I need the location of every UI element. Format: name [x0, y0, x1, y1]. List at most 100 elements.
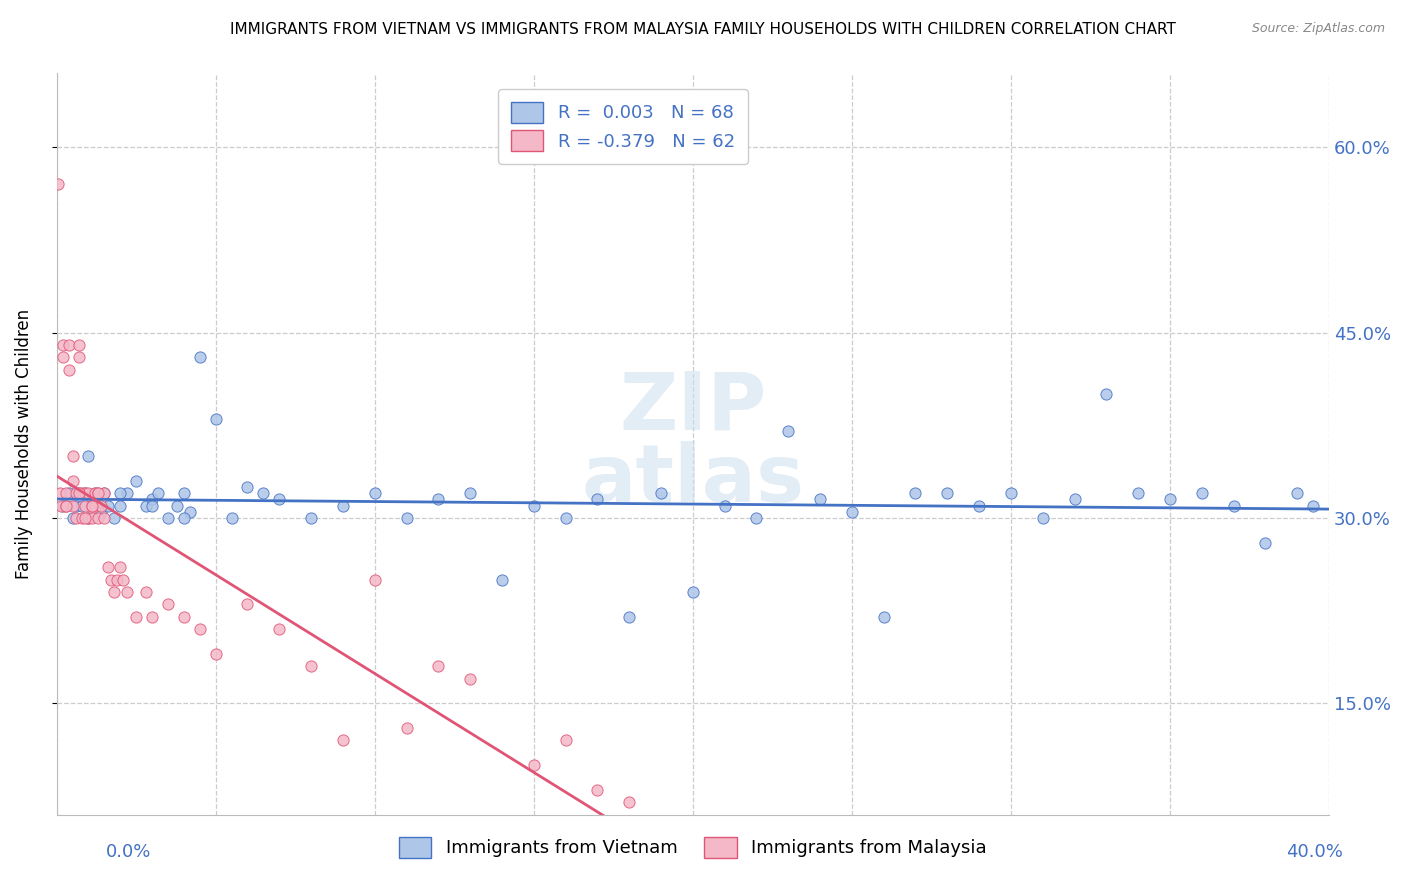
Point [70, 486, 93, 500]
Point [62, 499, 84, 513]
Point [141, 492, 163, 507]
Point [65, 499, 87, 513]
Point [236, 598, 259, 612]
Point [221, 511, 243, 525]
Point [96, 560, 118, 574]
Text: Source: ZipAtlas.com: Source: ZipAtlas.com [1251, 22, 1385, 36]
Point [650, 486, 672, 500]
Point [188, 351, 211, 365]
Point [90, 499, 112, 513]
Point [52, 351, 75, 365]
Point [67, 486, 90, 500]
Point [103, 511, 125, 525]
Point [55, 499, 77, 513]
Point [1159, 492, 1181, 507]
Y-axis label: Family Households with Children: Family Households with Children [15, 309, 32, 579]
Point [67, 351, 90, 365]
Point [1286, 486, 1309, 500]
Point [967, 499, 990, 513]
Point [1126, 486, 1149, 500]
Point [586, 492, 609, 507]
Point [52, 499, 75, 513]
Point [778, 425, 800, 439]
Point [156, 511, 179, 525]
Point [110, 560, 132, 574]
Point [427, 492, 450, 507]
Point [125, 474, 148, 488]
Point [87, 486, 110, 500]
Point [105, 573, 128, 587]
Point [75, 486, 97, 500]
Point [619, 795, 641, 809]
Point [364, 573, 387, 587]
Point [458, 486, 481, 500]
Point [141, 499, 163, 513]
Point [156, 598, 179, 612]
Point [269, 492, 291, 507]
Point [1302, 499, 1324, 513]
Point [67, 486, 90, 500]
Point [173, 609, 195, 624]
Point [299, 659, 322, 673]
Point [269, 622, 291, 636]
Point [80, 511, 103, 525]
Point [135, 499, 157, 513]
Point [80, 499, 103, 513]
Point [58, 486, 80, 500]
Point [75, 486, 97, 500]
Point [299, 511, 322, 525]
Point [491, 573, 513, 587]
Point [100, 573, 122, 587]
Point [1254, 535, 1277, 549]
Point [523, 758, 546, 772]
Point [332, 733, 354, 747]
Point [87, 511, 110, 525]
Point [179, 505, 201, 519]
Point [70, 511, 93, 525]
Point [135, 585, 157, 599]
Point [332, 499, 354, 513]
Point [1063, 492, 1085, 507]
Point [55, 499, 77, 513]
Point [65, 486, 87, 500]
Point [1000, 486, 1022, 500]
Point [80, 499, 103, 513]
Text: IMMIGRANTS FROM VIETNAM VS IMMIGRANTS FROM MALAYSIA FAMILY HOUSEHOLDS WITH CHILD: IMMIGRANTS FROM VIETNAM VS IMMIGRANTS FR… [231, 22, 1175, 37]
Point [87, 486, 110, 500]
Point [115, 486, 138, 500]
Point [115, 585, 138, 599]
Point [83, 499, 105, 513]
Point [77, 486, 100, 500]
Point [55, 486, 77, 500]
Point [427, 659, 450, 673]
Point [83, 486, 105, 500]
Point [96, 499, 118, 513]
Point [148, 486, 170, 500]
Point [110, 486, 132, 500]
Point [204, 412, 226, 426]
Point [682, 585, 704, 599]
Point [173, 511, 195, 525]
Point [1032, 511, 1054, 525]
Point [554, 511, 576, 525]
Point [46, 178, 69, 192]
Point [83, 486, 105, 500]
Point [93, 511, 115, 525]
Point [103, 585, 125, 599]
Point [586, 782, 609, 797]
Point [236, 480, 259, 494]
Point [873, 609, 896, 624]
Point [141, 609, 163, 624]
Point [1222, 499, 1244, 513]
Point [252, 486, 274, 500]
Point [67, 338, 90, 352]
Point [523, 499, 546, 513]
Point [90, 505, 112, 519]
Point [75, 511, 97, 525]
Point [395, 721, 418, 735]
Point [166, 499, 188, 513]
Point [841, 505, 863, 519]
Point [112, 573, 135, 587]
Legend: R =  0.003   N = 68, R = -0.379   N = 62: R = 0.003 N = 68, R = -0.379 N = 62 [498, 89, 748, 163]
Point [619, 609, 641, 624]
